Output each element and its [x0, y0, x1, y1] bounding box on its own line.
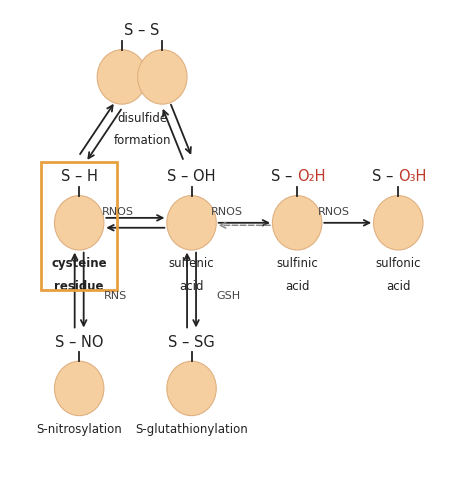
Text: sulfenic: sulfenic — [169, 258, 214, 270]
Circle shape — [55, 196, 104, 250]
Text: acid: acid — [386, 280, 410, 292]
Text: residue: residue — [55, 280, 104, 292]
Circle shape — [273, 196, 322, 250]
Text: S – H: S – H — [61, 169, 98, 184]
Text: disulfide: disulfide — [117, 112, 167, 124]
Text: S-glutathionylation: S-glutathionylation — [135, 423, 248, 436]
Circle shape — [55, 361, 104, 416]
Text: RNOS: RNOS — [210, 207, 243, 217]
Text: RNOS: RNOS — [318, 207, 350, 217]
Circle shape — [97, 50, 147, 104]
Text: S –: S – — [271, 169, 297, 184]
Text: GSH: GSH — [216, 290, 240, 300]
Text: formation: formation — [113, 134, 171, 147]
Circle shape — [137, 50, 187, 104]
Circle shape — [167, 196, 216, 250]
Text: O₃H: O₃H — [398, 169, 427, 184]
Text: acid: acid — [179, 280, 204, 292]
Text: sulfinic: sulfinic — [276, 258, 318, 270]
Text: cysteine: cysteine — [51, 258, 107, 270]
Text: RNOS: RNOS — [101, 207, 133, 217]
Text: S – OH: S – OH — [167, 169, 216, 184]
Text: S – S: S – S — [124, 24, 160, 38]
Text: S – NO: S – NO — [55, 335, 103, 350]
Text: O₂H: O₂H — [297, 169, 326, 184]
Text: sulfonic: sulfonic — [375, 258, 421, 270]
Text: acid: acid — [285, 280, 309, 292]
Text: S-nitrosylation: S-nitrosylation — [36, 423, 122, 436]
Circle shape — [374, 196, 423, 250]
Text: S –: S – — [372, 169, 398, 184]
Text: S – SG: S – SG — [168, 335, 215, 350]
Text: RNS: RNS — [104, 290, 127, 300]
Circle shape — [167, 361, 216, 416]
